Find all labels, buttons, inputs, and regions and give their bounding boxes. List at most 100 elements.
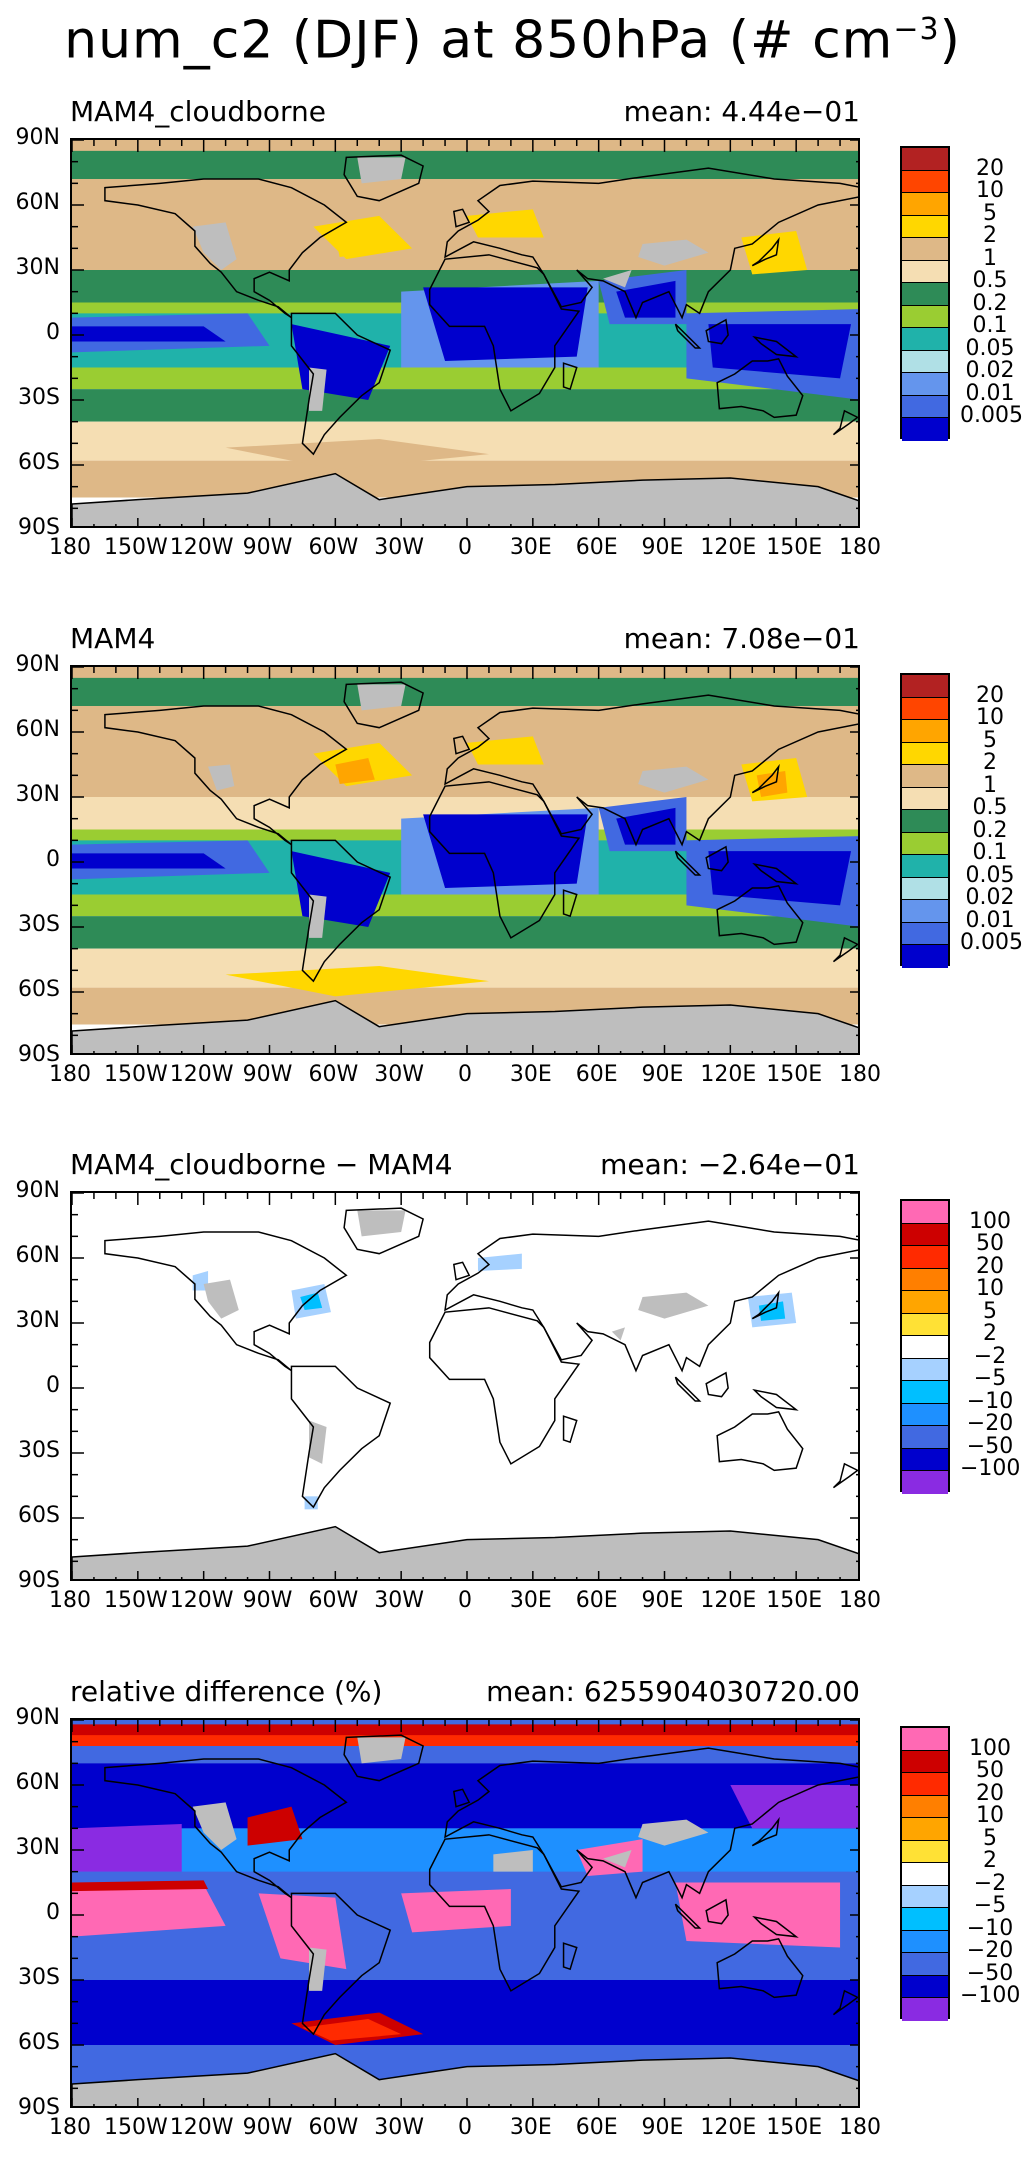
colorbar-swatch bbox=[902, 1223, 948, 1246]
colorbar-swatch bbox=[902, 697, 948, 720]
colorbar-swatch bbox=[902, 395, 948, 418]
figure-title: num_c2 (DJF) at 850hPa (# cm−3) bbox=[0, 0, 1025, 70]
colorbar-label: 0.05 bbox=[965, 862, 1015, 888]
colorbar-label: 0.05 bbox=[965, 335, 1015, 361]
colorbar-swatch bbox=[902, 1863, 948, 1886]
coastline-greenland bbox=[343, 1207, 424, 1255]
coastline-nz bbox=[832, 409, 858, 436]
colorbar-label: 100 bbox=[969, 1208, 1011, 1234]
colorbar-swatch bbox=[902, 1426, 948, 1449]
colorbar-label: −2 bbox=[973, 1870, 1007, 1896]
coastline-greenland bbox=[343, 681, 424, 729]
field-contour bbox=[72, 150, 858, 179]
lon-tick-label: 120W bbox=[169, 2115, 234, 2140]
panel-title: MAM4 bbox=[70, 622, 156, 655]
colorbar-label: 0.005 bbox=[960, 930, 1023, 955]
lat-tick-label: 90S bbox=[18, 2095, 60, 2120]
lat-tick-label: 90N bbox=[15, 1705, 60, 1730]
coastline-southamerica bbox=[290, 1365, 392, 1509]
coastline-eurasia bbox=[444, 1747, 858, 1900]
colorbar-swatch bbox=[902, 170, 948, 193]
field-contour bbox=[758, 1301, 786, 1321]
coastline-sumatra bbox=[674, 323, 702, 349]
colorbar-label: 10 bbox=[976, 705, 1004, 730]
coastline-madagascar bbox=[562, 889, 578, 918]
field-contour bbox=[72, 326, 226, 342]
colorbar-swatch bbox=[902, 1975, 948, 1998]
lat-tick-label: 90S bbox=[18, 1042, 60, 1067]
lat-tick-label: 90S bbox=[18, 1568, 60, 1593]
lon-tick-label: 90E bbox=[641, 1062, 684, 1087]
field-contour bbox=[72, 1980, 858, 2045]
coastline-borneo bbox=[705, 845, 729, 872]
lon-tick-label: 90E bbox=[641, 535, 684, 560]
colorbar-swatch bbox=[902, 810, 948, 833]
lon-tick-label: 90E bbox=[641, 2115, 684, 2140]
missing-data-region bbox=[603, 270, 632, 288]
coastline-australia bbox=[716, 1410, 804, 1472]
coastline-newguinea bbox=[752, 1915, 799, 1938]
field-contour bbox=[72, 1828, 858, 1872]
missing-data-region bbox=[638, 1292, 709, 1319]
lon-tick-label: 30E bbox=[509, 1588, 552, 1613]
lat-tick-label: 60N bbox=[15, 1243, 60, 1268]
colorbar-swatch bbox=[902, 1728, 948, 1751]
coastline-borneo bbox=[705, 1898, 729, 1925]
field-contour bbox=[72, 1735, 858, 1746]
colorbar-swatch bbox=[902, 1381, 948, 1404]
lon-tick-label: 60E bbox=[575, 1588, 618, 1613]
lat-tick-label: 30N bbox=[15, 255, 60, 280]
antarctica-missing bbox=[72, 2052, 858, 2106]
colorbar-label: −20 bbox=[966, 1411, 1014, 1436]
coastline-australia bbox=[716, 884, 804, 946]
colorbar-label: 20 bbox=[976, 682, 1004, 708]
colorbar-label: −10 bbox=[966, 1915, 1014, 1941]
colorbar-label: 1 bbox=[983, 772, 997, 798]
colorbar-label: −20 bbox=[966, 1938, 1014, 1963]
colorbar-swatch bbox=[902, 1471, 948, 1494]
field-contour bbox=[72, 853, 226, 869]
lat-tick-label: 90N bbox=[15, 125, 60, 150]
coastline-southamerica bbox=[290, 312, 392, 456]
field-contour bbox=[675, 1882, 841, 1948]
lon-tick-label: 120E bbox=[700, 1588, 757, 1613]
colorbar-label: 10 bbox=[976, 1803, 1004, 1828]
field-contour bbox=[423, 287, 588, 361]
colorbar-label: 0.2 bbox=[972, 817, 1008, 843]
colorbar-swatch bbox=[902, 148, 948, 171]
lat-tick-label: 0 bbox=[46, 847, 60, 872]
colorbar-label: 0.01 bbox=[965, 380, 1015, 406]
coastline-sumatra bbox=[674, 1376, 702, 1402]
field-contour bbox=[72, 389, 858, 422]
lon-tick-label: 120E bbox=[700, 535, 757, 560]
colorbar-swatch bbox=[902, 1201, 948, 1224]
field-contour bbox=[72, 916, 858, 949]
coastline-madagascar bbox=[562, 362, 578, 391]
colorbar-swatch bbox=[902, 1953, 948, 1976]
map-area bbox=[70, 1191, 860, 1581]
colorbar-label: 20 bbox=[976, 155, 1004, 181]
lat-tick-label: 30S bbox=[18, 912, 60, 937]
field-contour bbox=[423, 814, 588, 888]
coastline-nz bbox=[832, 936, 858, 963]
lat-tick-label: 30S bbox=[18, 385, 60, 410]
colorbar-swatch bbox=[902, 215, 948, 238]
lon-tick-label: 0 bbox=[458, 1588, 472, 1613]
coastline-northamerica bbox=[104, 178, 348, 319]
lat-tick-label: 90S bbox=[18, 515, 60, 540]
colorbar-swatch bbox=[902, 1336, 948, 1359]
map-area bbox=[70, 665, 860, 1055]
colorbar-swatch bbox=[902, 675, 948, 698]
lat-tick-label: 60N bbox=[15, 1770, 60, 1795]
coastline-uk bbox=[452, 208, 471, 228]
colorbar-label: 2 bbox=[983, 750, 997, 775]
missing-data-region bbox=[493, 1850, 533, 1872]
colorbar-swatch bbox=[902, 1795, 948, 1818]
lon-tick-label: 90W bbox=[242, 1062, 293, 1087]
coastline-eurasia bbox=[444, 167, 858, 320]
coastline-nz bbox=[832, 1462, 858, 1489]
lon-tick-label: 60W bbox=[308, 535, 359, 560]
lon-tick-label: 150E bbox=[766, 1062, 823, 1087]
lon-tick-label: 120E bbox=[700, 1062, 757, 1087]
lon-tick-label: 180 bbox=[839, 1062, 881, 1087]
